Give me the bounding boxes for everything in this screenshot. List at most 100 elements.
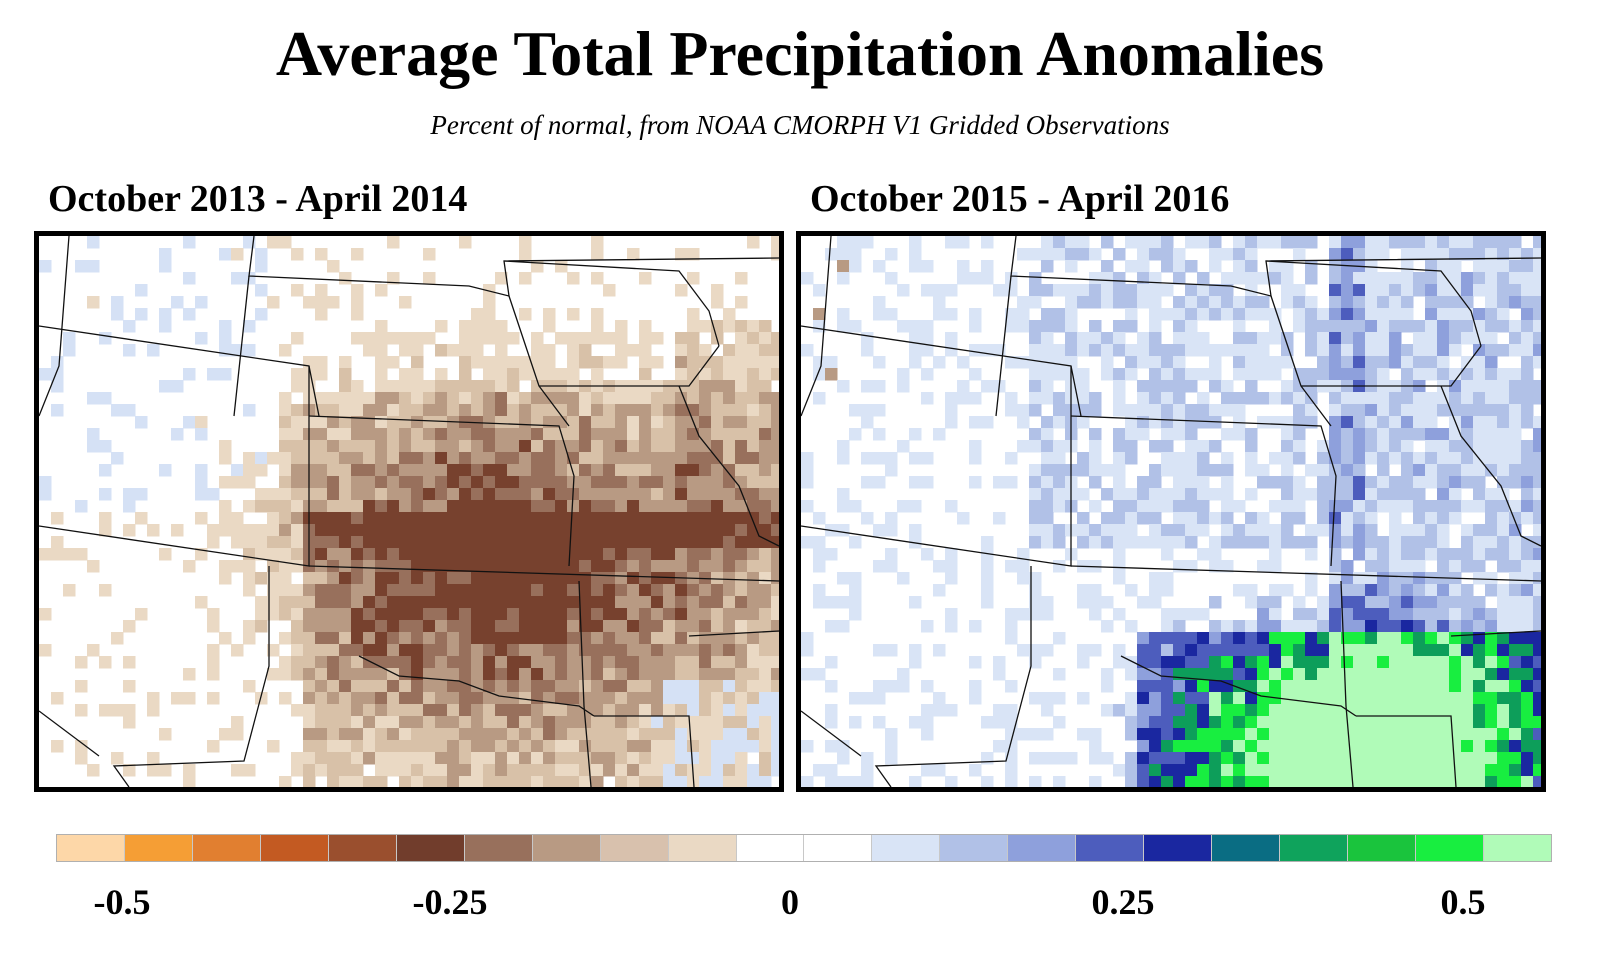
anomaly-cell: [837, 308, 850, 321]
anomaly-cell: [351, 716, 364, 729]
anomaly-cell: [327, 452, 340, 465]
anomaly-cell: [1197, 680, 1210, 693]
anomaly-cell: [291, 548, 304, 561]
anomaly-cell: [231, 536, 244, 549]
anomaly-cell: [399, 296, 412, 309]
anomaly-cell: [1413, 620, 1426, 633]
anomaly-cell: [627, 428, 640, 441]
anomaly-cell: [567, 416, 580, 429]
anomaly-cell: [1161, 632, 1174, 645]
anomaly-cell: [759, 620, 772, 633]
anomaly-cell: [771, 764, 779, 777]
anomaly-cell: [495, 644, 508, 657]
anomaly-cell: [1317, 308, 1330, 321]
anomaly-cell: [1413, 500, 1426, 513]
anomaly-cell: [615, 620, 628, 633]
anomaly-cell: [591, 236, 604, 249]
anomaly-cell: [639, 776, 652, 787]
anomaly-cell: [363, 512, 376, 525]
anomaly-cell: [423, 692, 436, 705]
anomaly-cell: [1137, 752, 1150, 765]
anomaly-cell: [291, 380, 304, 393]
anomaly-cell: [1029, 428, 1042, 441]
anomaly-cell: [861, 692, 874, 705]
anomaly-cell: [1245, 380, 1258, 393]
anomaly-cell: [1377, 416, 1390, 429]
anomaly-cell: [1185, 500, 1198, 513]
anomaly-cell: [1317, 476, 1330, 489]
anomaly-cell: [1413, 572, 1426, 585]
anomaly-cell: [1461, 608, 1474, 621]
anomaly-cell: [387, 608, 400, 621]
anomaly-cell: [699, 344, 712, 357]
anomaly-cell: [627, 752, 640, 765]
anomaly-cell: [1353, 596, 1366, 609]
color-scale-tick-label: 0.25: [1091, 882, 1155, 922]
anomaly-cell: [1029, 524, 1042, 537]
anomaly-cell: [507, 560, 520, 573]
anomaly-cell: [231, 476, 244, 489]
anomaly-cell: [1101, 524, 1114, 537]
anomaly-cell: [747, 620, 760, 633]
anomaly-cell: [1077, 512, 1090, 525]
anomaly-cell: [411, 776, 424, 787]
anomaly-cell: [723, 716, 736, 729]
anomaly-cell: [1473, 764, 1486, 777]
anomaly-cell: [291, 428, 304, 441]
anomaly-cell: [1185, 296, 1198, 309]
anomaly-cell: [483, 464, 496, 477]
anomaly-cell: [219, 248, 232, 261]
anomaly-cell: [1521, 644, 1534, 657]
anomaly-cell: [543, 404, 556, 417]
anomaly-cell: [87, 764, 100, 777]
anomaly-cell: [1137, 536, 1150, 549]
anomaly-cell: [1257, 416, 1270, 429]
anomaly-cell: [885, 740, 898, 753]
anomaly-cell: [1101, 296, 1114, 309]
anomaly-cell: [207, 656, 220, 669]
anomaly-cell: [747, 500, 760, 513]
anomaly-cell: [1113, 524, 1126, 537]
anomaly-cell: [1449, 644, 1462, 657]
anomaly-cell: [747, 680, 760, 693]
anomaly-cell: [363, 740, 376, 753]
anomaly-cell: [411, 488, 424, 501]
anomaly-cell: [1233, 776, 1246, 787]
anomaly-cell: [759, 464, 772, 477]
anomaly-cell: [471, 572, 484, 585]
anomaly-cell: [1125, 536, 1138, 549]
anomaly-cell: [207, 368, 220, 381]
anomaly-cell: [747, 584, 760, 597]
anomaly-cell: [555, 608, 568, 621]
anomaly-cell: [1485, 716, 1498, 729]
anomaly-cell: [801, 272, 814, 285]
anomaly-cell: [1437, 236, 1450, 249]
anomaly-cell: [735, 752, 748, 765]
anomaly-cell: [603, 620, 616, 633]
anomaly-cell: [1101, 596, 1114, 609]
anomaly-cell: [1149, 404, 1162, 417]
anomaly-cell: [1377, 728, 1390, 741]
anomaly-cell: [711, 728, 724, 741]
anomaly-cell: [1281, 740, 1294, 753]
anomaly-cell: [1377, 452, 1390, 465]
anomaly-cell: [1533, 392, 1541, 405]
anomaly-cell: [519, 308, 532, 321]
anomaly-cell: [1497, 596, 1510, 609]
anomaly-cell: [1173, 716, 1186, 729]
anomaly-cell: [615, 416, 628, 429]
anomaly-cell: [615, 404, 628, 417]
anomaly-cell: [1437, 512, 1450, 525]
anomaly-cell: [39, 260, 52, 273]
anomaly-cell: [603, 704, 616, 717]
anomaly-cell: [1221, 644, 1234, 657]
anomaly-cell: [1329, 596, 1342, 609]
anomaly-cell: [1401, 452, 1414, 465]
anomaly-cell: [675, 608, 688, 621]
anomaly-cell: [1533, 476, 1541, 489]
anomaly-cell: [993, 668, 1006, 681]
anomaly-cell: [375, 668, 388, 681]
anomaly-cell: [675, 632, 688, 645]
anomaly-cell: [1401, 548, 1414, 561]
anomaly-cell: [555, 524, 568, 537]
